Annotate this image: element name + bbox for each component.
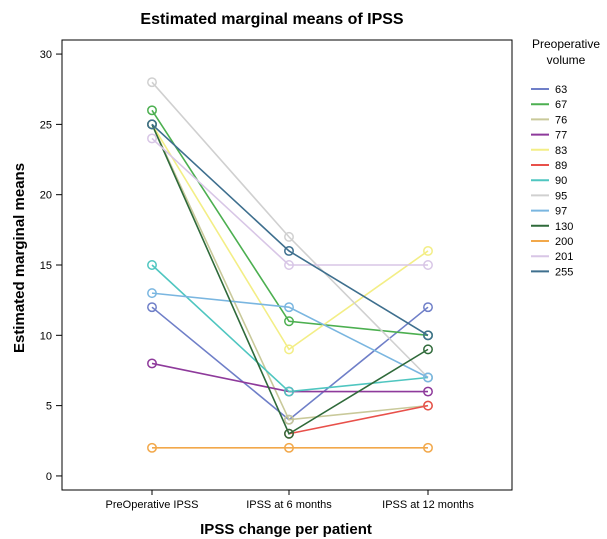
legend: Preoperative volume 63 67 76 77 83 89 90 95 97 130 2… [531, 37, 600, 278]
series-line-97 [151, 292, 429, 379]
data-point-95 [147, 77, 157, 88]
legend-item-76: 76 [531, 114, 567, 126]
series-line-201 [151, 137, 428, 266]
data-point-83 [423, 245, 433, 256]
y-tick-label: 30 [40, 49, 52, 61]
legend-title: volume [547, 53, 586, 67]
chart-title: Estimated marginal means of IPSS [140, 11, 404, 28]
legend-label: 63 [555, 84, 567, 96]
data-point-130 [423, 344, 433, 355]
data-point-200 [284, 442, 294, 453]
y-tick-label: 20 [40, 190, 52, 202]
series-line-90 [151, 264, 429, 393]
data-point-90 [284, 386, 294, 397]
y-tick-label: 10 [40, 330, 52, 342]
series-line-76 [151, 124, 429, 421]
legend-item-89: 89 [531, 160, 567, 172]
data-point-97 [423, 372, 433, 383]
legend-item-201: 201 [531, 251, 573, 263]
x-tick-label: PreOperative IPSS [106, 499, 199, 511]
legend-item-90: 90 [531, 175, 567, 187]
data-point-255 [284, 245, 294, 256]
legend-item-67: 67 [531, 99, 567, 111]
legend-item-200: 200 [531, 236, 573, 248]
data-point-63 [147, 302, 157, 313]
data-point-255 [147, 119, 157, 130]
data-point-201 [284, 260, 294, 270]
data-point-97 [284, 302, 294, 313]
series-line-89 [288, 404, 429, 435]
y-tick-label: 25 [40, 119, 52, 131]
data-point-200 [147, 442, 157, 453]
data-point-89 [423, 400, 433, 411]
x-tick-label: IPSS at 6 months [246, 499, 332, 511]
legend-item-83: 83 [531, 145, 567, 157]
data-point-90 [147, 260, 157, 270]
data-point-130 [284, 428, 294, 439]
x-axis: PreOperative IPSS IPSS at 6 months IPSS at… [106, 490, 474, 511]
y-tick-label: 0 [46, 471, 52, 483]
series-line-95 [151, 81, 429, 379]
data-point-77 [147, 358, 157, 369]
legend-label: 97 [555, 206, 567, 218]
data-point-77 [423, 386, 433, 397]
y-axis: 0 5 10 15 20 25 30 [40, 49, 62, 483]
legend-item-95: 95 [531, 190, 567, 202]
legend-item-63: 63 [531, 84, 567, 96]
data-point-255 [423, 330, 433, 341]
legend-label: 90 [555, 175, 567, 187]
legend-item-77: 77 [531, 130, 567, 142]
legend-label: 95 [555, 190, 567, 202]
y-tick-label: 5 [46, 401, 52, 413]
data-point-201 [423, 260, 433, 270]
data-point-67 [147, 105, 157, 116]
legend-item-255: 255 [531, 266, 573, 278]
legend-label: 77 [555, 130, 567, 142]
legend-item-97: 97 [531, 206, 567, 218]
x-axis-label: IPSS change per patient [200, 521, 372, 538]
data-point-95 [284, 231, 294, 242]
data-point-200 [423, 442, 433, 453]
legend-label: 201 [555, 251, 573, 263]
series-line-130 [151, 124, 429, 435]
legend-label: 255 [555, 266, 573, 278]
x-tick-label: IPSS at 12 months [382, 499, 474, 511]
legend-title: Preoperative [532, 37, 600, 51]
data-point-201 [147, 133, 157, 144]
data-point-63 [423, 302, 433, 313]
series-line-255 [151, 123, 429, 336]
y-axis-label: Estimated marginal means [11, 163, 28, 353]
data-point-76 [284, 414, 294, 425]
series-line-83 [151, 123, 429, 351]
data-point-97 [147, 288, 157, 299]
legend-label: 83 [555, 145, 567, 157]
legend-item-130: 130 [531, 221, 573, 233]
series-lines [151, 81, 429, 449]
legend-label: 89 [555, 160, 567, 172]
y-tick-label: 15 [40, 260, 52, 272]
series-points [147, 77, 433, 453]
data-point-67 [284, 316, 294, 327]
data-point-83 [284, 344, 294, 355]
legend-label: 67 [555, 99, 567, 111]
legend-label: 76 [555, 114, 567, 126]
legend-label: 130 [555, 221, 573, 233]
legend-label: 200 [555, 236, 573, 248]
